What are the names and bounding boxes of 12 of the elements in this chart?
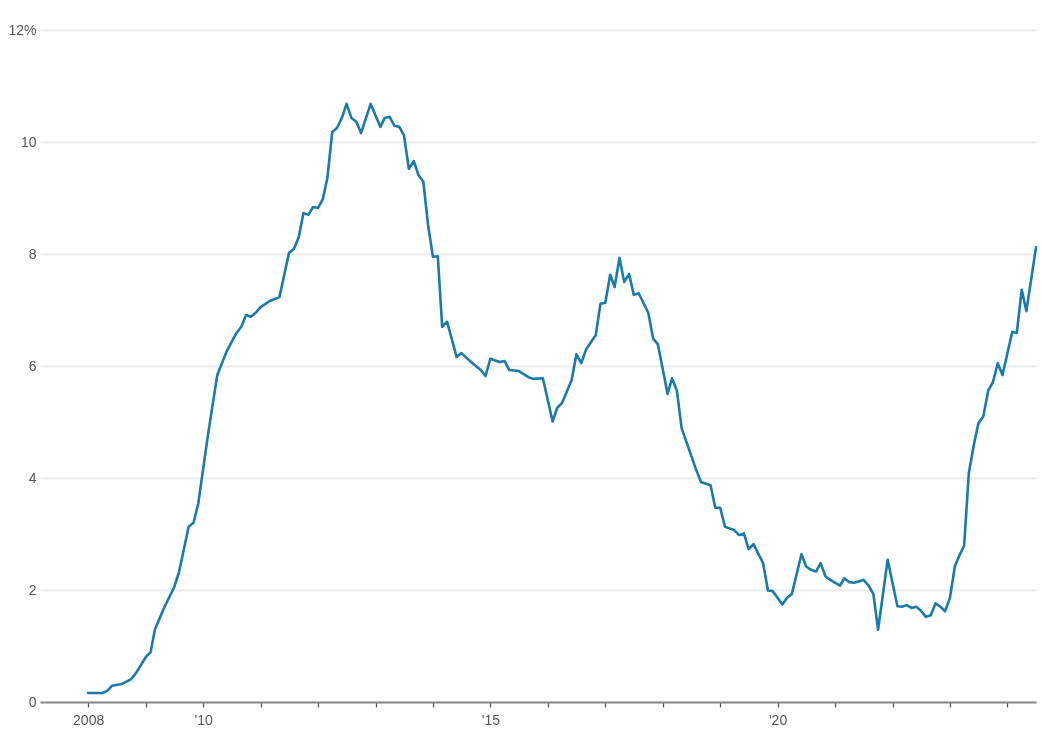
x-tick-label: '20 — [768, 711, 788, 728]
line-series — [86, 102, 1038, 695]
y-tick-label: 4 — [28, 469, 37, 486]
y-tick-label: 12% — [8, 21, 37, 38]
x-tick-label: '10 — [194, 711, 213, 728]
y-tick-label: 0 — [28, 693, 37, 710]
x-tick-label: 2008 — [73, 711, 105, 728]
x-tick-label: '15 — [481, 711, 501, 728]
y-tick-label: 6 — [28, 357, 37, 374]
y-tick-label: 10 — [20, 133, 37, 150]
y-tick-label: 2 — [28, 581, 37, 598]
y-tick-label: 8 — [28, 245, 37, 262]
